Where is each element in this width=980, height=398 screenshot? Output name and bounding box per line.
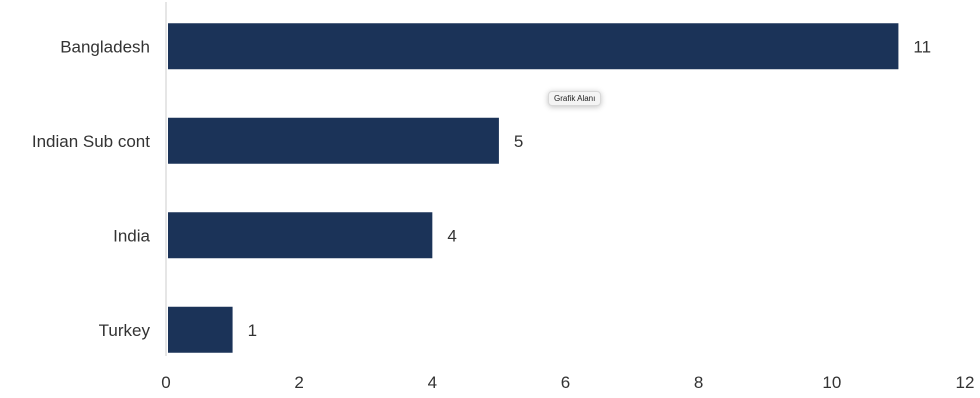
x-tick-label-4: 4 bbox=[428, 373, 437, 392]
data-label-turkey: 1 bbox=[248, 321, 257, 340]
bar-bangladesh bbox=[168, 23, 899, 70]
bar-indian-sub-cont bbox=[168, 117, 499, 164]
bars-layer bbox=[168, 23, 899, 353]
x-tick-label-2: 2 bbox=[294, 373, 303, 392]
x-tick-label-12: 12 bbox=[956, 373, 975, 392]
category-label-india: India bbox=[113, 226, 150, 245]
bar-india bbox=[168, 212, 433, 259]
x-tick-label-8: 8 bbox=[694, 373, 703, 392]
chart-area-tooltip: Grafik Alanı bbox=[548, 91, 602, 106]
x-tick-label-6: 6 bbox=[561, 373, 570, 392]
category-label-bangladesh: Bangladesh bbox=[60, 37, 150, 56]
data-label-bangladesh: 11 bbox=[913, 37, 931, 56]
category-label-indian-sub-cont: Indian Sub cont bbox=[32, 132, 150, 151]
bar-turkey bbox=[168, 306, 233, 353]
labels-layer: Bangladesh 11 Indian Sub cont 5 India 4 Turkey… bbox=[32, 37, 931, 340]
data-label-india: 4 bbox=[447, 226, 456, 245]
category-label-turkey: Turkey bbox=[99, 321, 151, 340]
x-tick-label-0: 0 bbox=[161, 373, 170, 392]
x-tick-label-10: 10 bbox=[822, 373, 841, 392]
data-label-indian-sub-cont: 5 bbox=[514, 132, 523, 151]
x-axis-ticks: 0 2 4 6 8 10 12 bbox=[161, 373, 974, 392]
